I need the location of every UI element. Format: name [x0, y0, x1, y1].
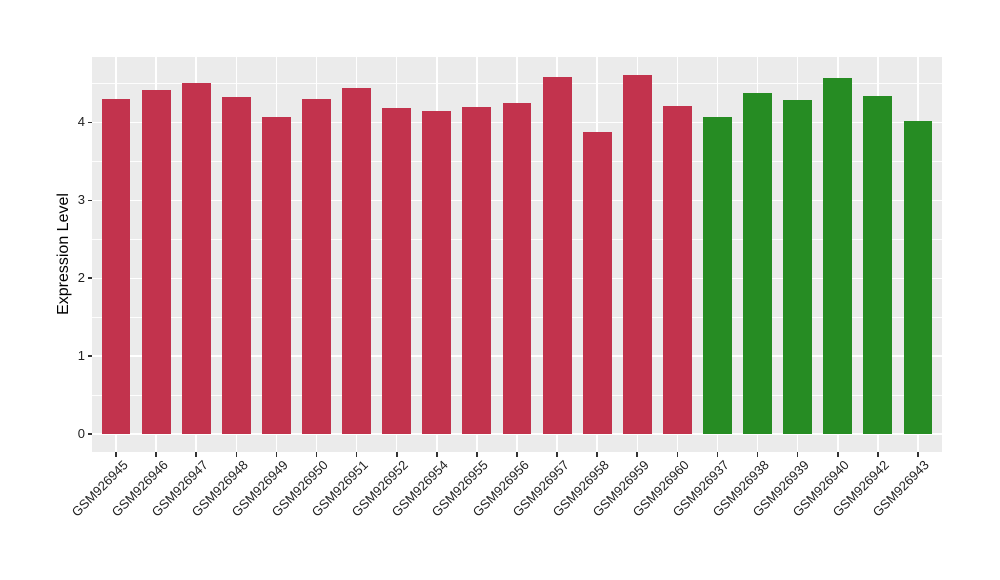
x-tick [796, 452, 799, 457]
x-tick [917, 452, 919, 457]
x-tick [155, 452, 157, 457]
y-tick [88, 355, 92, 357]
x-tick [355, 452, 358, 457]
y-tick [88, 277, 92, 280]
bar-GSM926951 [342, 88, 372, 435]
bar-GSM926955 [462, 106, 492, 435]
x-tick [436, 452, 438, 457]
bar-GSM926938 [743, 92, 772, 435]
bar-GSM926947 [181, 83, 211, 435]
x-tick [115, 452, 117, 457]
x-tick [516, 452, 518, 457]
bar-GSM926950 [302, 99, 331, 435]
y-tick-label: 1 [77, 348, 85, 364]
x-tick [756, 452, 759, 457]
x-tick [195, 452, 198, 457]
bar-GSM926948 [221, 96, 251, 435]
bar-GSM926937 [703, 116, 732, 435]
x-tick [275, 452, 278, 457]
bar-GSM926957 [542, 77, 572, 435]
x-tick [676, 452, 679, 457]
x-tick [395, 452, 398, 457]
bar-GSM926958 [582, 131, 612, 435]
bar-GSM926954 [422, 110, 452, 435]
x-tick [836, 452, 839, 457]
bar-GSM926939 [783, 99, 813, 435]
y-tick-label: 3 [77, 192, 85, 208]
bar-GSM926940 [823, 78, 853, 435]
bar-GSM926946 [141, 89, 171, 435]
x-tick [556, 452, 558, 457]
bar-GSM926952 [382, 107, 412, 435]
x-tick [877, 452, 879, 457]
x-tick [636, 452, 639, 457]
y-tick-label: 4 [77, 114, 85, 130]
y-tick-label: 0 [77, 426, 85, 442]
x-tick [315, 452, 318, 457]
y-tick-label: 2 [77, 270, 85, 286]
bar-GSM926959 [622, 74, 652, 435]
bar-GSM926942 [863, 95, 893, 435]
bar-GSM926956 [502, 102, 532, 435]
bar-GSM926949 [262, 116, 291, 435]
y-axis-title: Expression Level [55, 193, 72, 315]
plot-panel [92, 57, 942, 452]
y-tick [88, 121, 92, 124]
y-tick [88, 199, 92, 202]
bar-GSM926960 [662, 106, 692, 435]
y-tick [88, 433, 92, 435]
bar-GSM926945 [101, 99, 131, 435]
x-tick [716, 452, 719, 457]
x-tick [596, 452, 598, 457]
x-tick [476, 452, 478, 457]
bar-GSM926943 [903, 120, 933, 435]
x-tick [235, 452, 238, 457]
